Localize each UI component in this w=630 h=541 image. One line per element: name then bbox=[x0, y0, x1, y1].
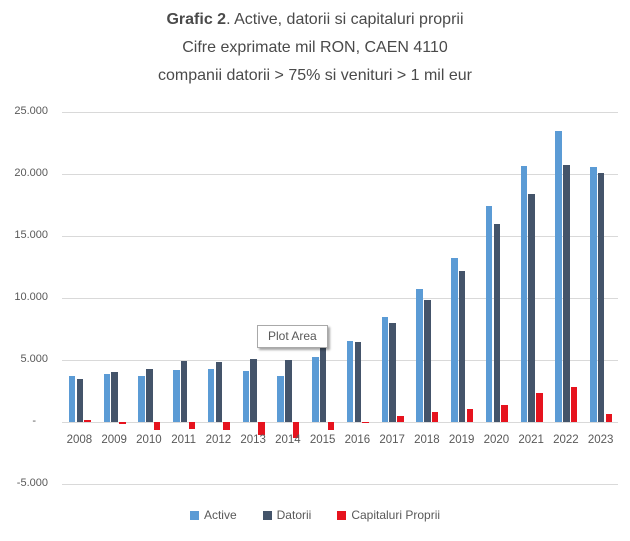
x-tick-label-2014: 2014 bbox=[275, 434, 301, 446]
x-tick-label-2017: 2017 bbox=[379, 434, 405, 446]
chart-title[interactable]: Grafic 2. Active, datorii si capitaluri … bbox=[0, 6, 630, 90]
legend-label: Datorii bbox=[276, 508, 312, 522]
bar-active-2018[interactable] bbox=[416, 289, 423, 422]
bar-active-2019[interactable] bbox=[451, 257, 458, 422]
bar-datorii-2021[interactable] bbox=[528, 194, 535, 422]
chart-title-line2: Cifre exprimate mil RON, CAEN 4110 bbox=[182, 39, 448, 56]
x-tick-label-2021: 2021 bbox=[518, 434, 544, 446]
chart-title-rest: . Active, datorii si capitaluri proprii bbox=[226, 11, 464, 28]
gridline-15000 bbox=[62, 235, 618, 237]
bar-capitaluri-proprii-2011[interactable] bbox=[188, 422, 196, 429]
x-tick-label-2020: 2020 bbox=[483, 434, 510, 446]
gridline-20000 bbox=[62, 173, 618, 175]
bar-datorii-2008[interactable] bbox=[76, 378, 84, 422]
legend-item-active[interactable]: Active bbox=[189, 508, 237, 522]
bar-capitaluri-proprii-2020[interactable] bbox=[501, 404, 508, 422]
plot-area[interactable] bbox=[62, 111, 618, 485]
bar-datorii-2023[interactable] bbox=[597, 173, 605, 422]
x-tick-label-2009: 2009 bbox=[101, 434, 127, 446]
x-tick-label-2013: 2013 bbox=[240, 434, 266, 446]
bar-datorii-2020[interactable] bbox=[493, 224, 501, 422]
bar-active-2011[interactable] bbox=[173, 369, 180, 422]
bar-active-2021[interactable] bbox=[520, 165, 528, 422]
bar-capitaluri-proprii-2021[interactable] bbox=[536, 392, 543, 422]
bar-active-2014[interactable] bbox=[277, 375, 284, 422]
bar-active-2023[interactable] bbox=[590, 166, 597, 422]
bar-active-2008[interactable] bbox=[68, 376, 76, 422]
legend[interactable]: Active Datorii Capitaluri Proprii bbox=[0, 508, 630, 522]
bar-active-2013[interactable] bbox=[242, 371, 250, 422]
y-tick-label-0: - bbox=[32, 415, 36, 427]
bar-capitaluri-proprii-2014[interactable] bbox=[292, 422, 300, 439]
bar-active-2010[interactable] bbox=[138, 375, 145, 422]
bar-active-2020[interactable] bbox=[485, 206, 493, 422]
legend-label: Capitaluri Proprii bbox=[351, 508, 441, 522]
y-tick-label--5000: -5.000 bbox=[16, 477, 48, 489]
bar-active-2015[interactable] bbox=[312, 356, 319, 422]
gridline-10000 bbox=[62, 297, 618, 299]
bar-capitaluri-proprii-2008[interactable] bbox=[84, 419, 91, 422]
legend-item-datorii[interactable]: Datorii bbox=[262, 508, 312, 522]
y-tick-label-25000: 25.000 bbox=[14, 105, 48, 117]
bar-datorii-2017[interactable] bbox=[389, 323, 396, 422]
bar-datorii-2010[interactable] bbox=[146, 368, 153, 422]
bar-capitaluri-proprii-2012[interactable] bbox=[223, 422, 230, 430]
chart-title-line3: companii datorii > 75% si venituri > 1 m… bbox=[158, 67, 472, 84]
bar-capitaluri-proprii-2016[interactable] bbox=[362, 422, 369, 424]
x-tick-label-2018: 2018 bbox=[414, 434, 440, 446]
y-tick-label-20000: 20.000 bbox=[14, 167, 48, 179]
x-tick-label-2012: 2012 bbox=[205, 434, 232, 446]
gridline-5000 bbox=[62, 359, 618, 361]
bar-capitaluri-proprii-2022[interactable] bbox=[570, 387, 578, 422]
bar-datorii-2022[interactable] bbox=[563, 165, 570, 422]
bar-capitaluri-proprii-2023[interactable] bbox=[605, 413, 613, 422]
bar-datorii-2018[interactable] bbox=[424, 299, 431, 422]
legend-swatch-icon bbox=[262, 510, 272, 520]
gridline--5000 bbox=[62, 483, 618, 485]
y-tick-label-5000: 5.000 bbox=[20, 353, 48, 365]
y-tick-label-10000: 10.000 bbox=[14, 291, 48, 303]
bar-active-2017[interactable] bbox=[381, 317, 389, 422]
x-tick-label-2016: 2016 bbox=[344, 434, 371, 446]
bar-active-2016[interactable] bbox=[346, 341, 354, 422]
x-tick-label-2008: 2008 bbox=[66, 434, 93, 446]
x-tick-label-2023: 2023 bbox=[587, 434, 614, 446]
bar-capitaluri-proprii-2010[interactable] bbox=[153, 422, 161, 431]
bar-datorii-2015[interactable] bbox=[319, 345, 327, 422]
bar-datorii-2009[interactable] bbox=[111, 372, 118, 422]
legend-swatch-icon bbox=[189, 510, 199, 520]
bar-datorii-2019[interactable] bbox=[458, 270, 466, 422]
gridline-0 bbox=[62, 421, 618, 423]
gridline-25000 bbox=[62, 111, 618, 113]
bar-datorii-2016[interactable] bbox=[354, 342, 362, 422]
plot-area-tooltip: Plot Area bbox=[257, 325, 328, 348]
bar-capitaluri-proprii-2015[interactable] bbox=[327, 422, 335, 431]
x-tick-label-2011: 2011 bbox=[171, 434, 196, 446]
x-tick-label-2022: 2022 bbox=[553, 434, 579, 446]
bar-datorii-2012[interactable] bbox=[215, 361, 223, 422]
chart-title-prefix: Grafic 2 bbox=[166, 11, 227, 28]
x-tick-label-2010: 2010 bbox=[136, 434, 162, 446]
bar-datorii-2011[interactable] bbox=[180, 361, 188, 422]
chart-title-line1: Grafic 2. Active, datorii si capitaluri … bbox=[0, 6, 630, 34]
legend-label: Active bbox=[203, 508, 237, 522]
x-tick-label-2015: 2015 bbox=[309, 434, 336, 446]
y-tick-label-15000: 15.000 bbox=[14, 229, 48, 241]
bar-active-2009[interactable] bbox=[103, 373, 111, 422]
legend-item-capitaluri-proprii[interactable]: Capitaluri Proprii bbox=[337, 508, 440, 522]
bar-capitaluri-proprii-2018[interactable] bbox=[431, 412, 439, 422]
bar-capitaluri-proprii-2009[interactable] bbox=[119, 422, 126, 424]
legend-swatch-icon bbox=[337, 510, 347, 520]
bar-capitaluri-proprii-2017[interactable] bbox=[397, 416, 404, 422]
bar-datorii-2013[interactable] bbox=[250, 359, 257, 422]
bar-capitaluri-proprii-2019[interactable] bbox=[466, 408, 474, 422]
bar-active-2022[interactable] bbox=[555, 131, 562, 422]
bar-capitaluri-proprii-2013[interactable] bbox=[258, 422, 265, 436]
x-tick-label-2019: 2019 bbox=[448, 434, 475, 446]
bar-datorii-2014[interactable] bbox=[285, 360, 292, 422]
bar-active-2012[interactable] bbox=[207, 368, 215, 422]
